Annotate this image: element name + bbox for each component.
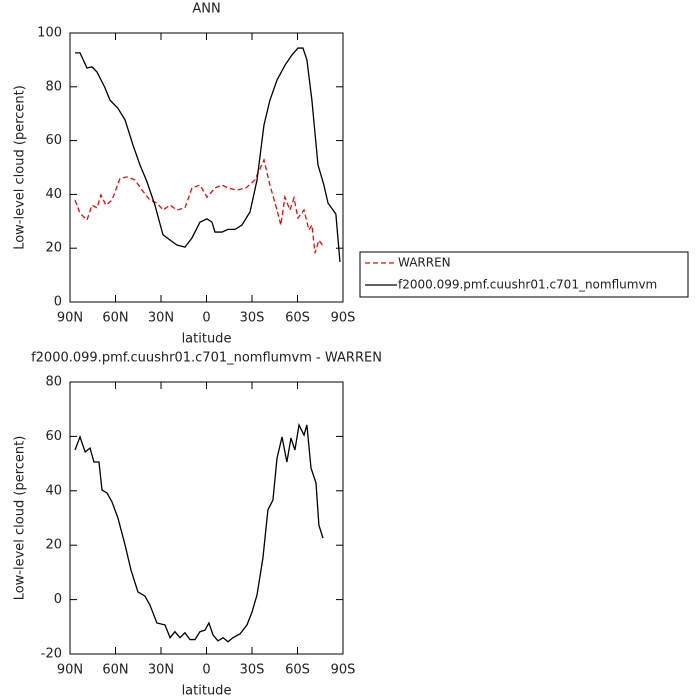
data-line — [74, 422, 324, 643]
x-tick-label: 90S — [331, 311, 356, 326]
y-tick-label: 40 — [45, 483, 62, 498]
chart-title: ANN — [192, 2, 220, 17]
y-tick-label: 0 — [54, 295, 62, 310]
plot-frame — [69, 32, 344, 303]
x-tick-label: 60N — [102, 663, 128, 678]
x-tick-label: 30S — [240, 663, 265, 678]
legend-label: f2000.099.pmf.cuushr01.c701_nomflumvm — [398, 278, 657, 292]
x-axis-label: latitude — [182, 332, 232, 347]
y-tick-label: -20 — [41, 647, 62, 662]
x-tick-label: 30N — [148, 311, 174, 326]
y-tick-label: 60 — [45, 429, 62, 444]
x-tick-label: 60N — [102, 311, 128, 326]
x-tick-label: 90N — [57, 663, 83, 678]
y-tick-label: 40 — [45, 187, 62, 202]
x-tick-label: 60S — [285, 663, 310, 678]
plot-frame — [69, 381, 344, 655]
legend-label: WARREN — [398, 256, 451, 270]
x-tick-label: 0 — [202, 311, 210, 326]
x-tick-label: 30S — [240, 311, 265, 326]
x-tick-label: 90S — [331, 663, 356, 678]
x-axis-label: latitude — [182, 684, 232, 699]
x-tick-label: 0 — [202, 663, 210, 678]
y-tick-label: 80 — [45, 375, 62, 390]
x-tick-label: 90N — [57, 311, 83, 326]
chart-title: f2000.099.pmf.cuushr01.c701_nomflumvm - … — [31, 351, 382, 366]
y-tick-label: 60 — [45, 133, 62, 148]
y-tick-label: 80 — [45, 79, 62, 94]
legend-box — [359, 251, 689, 298]
y-axis-label: Low-level cloud (percent) — [13, 436, 28, 601]
y-tick-label: 20 — [45, 241, 62, 256]
data-line — [75, 47, 341, 262]
y-axis-label: Low-level cloud (percent) — [13, 85, 28, 250]
y-tick-label: 20 — [45, 538, 62, 553]
y-tick-label: 0 — [54, 592, 62, 607]
x-tick-label: 60S — [285, 311, 310, 326]
x-tick-label: 30N — [148, 663, 174, 678]
data-line — [74, 157, 325, 254]
y-tick-label: 100 — [37, 26, 62, 41]
